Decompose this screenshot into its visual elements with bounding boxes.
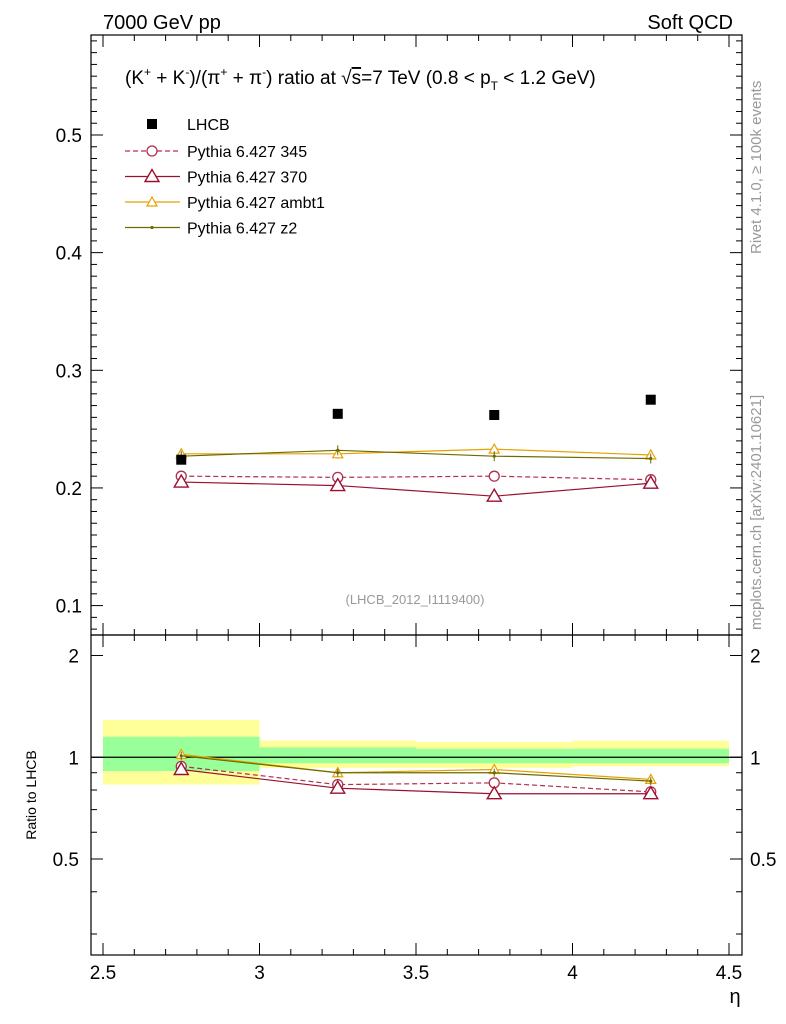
point-pythia-6-427-z2: [336, 448, 340, 452]
title-sub-t: T: [491, 79, 499, 93]
ratio-band-stat: [259, 747, 416, 764]
point-lhcb: [176, 454, 187, 465]
ratio-point-pythia-6-427-z2: [179, 754, 183, 758]
legend-label-pythia-6-427-z2: Pythia 6.427 z2: [187, 221, 297, 238]
title-sup-3: +: [220, 65, 227, 79]
ratio-line-pythia-6-427-ambt1: [181, 753, 651, 781]
rivet-label: Rivet 4.1.0, ≥ 100k events: [748, 81, 765, 254]
title-part-mid: )/(π: [189, 68, 220, 89]
axis-ticks: 2.5 3 3.5 4 4.5 0.1 0.2 0.3 0.4 0.5 0.5 0.5 1 1 2 2: [53, 35, 776, 984]
title-part-tail: < 1.2 GeV): [498, 68, 596, 89]
ratio-y-axis-label: Ratio to LHCB: [23, 750, 39, 839]
title-s: s: [352, 68, 362, 89]
ratio-line-pythia-6-427-345: [181, 765, 651, 793]
ratio-line-pythia-6-427-z2: [181, 755, 651, 782]
legend-marker-pythia-6-427-ambt1: [145, 195, 159, 207]
header-right: Soft QCD: [647, 12, 733, 34]
x-tick-label: 4.5: [716, 963, 742, 984]
legend: LHCB Pythia 6.427 345 Pythia 6.427 370 Pyth…: [125, 117, 325, 238]
point-lhcb: [645, 394, 656, 405]
ratio-y-tick-label: 0.5: [53, 850, 79, 871]
y-tick-label: 0.5: [56, 126, 82, 147]
x-tick-label: 2.5: [90, 963, 116, 984]
header-left: 7000 GeV pp: [103, 12, 221, 34]
title-part-after: ) ratio at: [266, 68, 341, 89]
y-tick-label: 0.3: [56, 361, 82, 382]
legend-label-pythia-6-427-345: Pythia 6.427 345: [187, 144, 307, 161]
y-tick-label: 0.4: [56, 244, 83, 265]
title-part-plus2: + π: [227, 68, 262, 89]
ratio-point-pythia-6-427-z2: [492, 771, 496, 775]
ratio-point-pythia-6-427-370: [329, 779, 346, 794]
ratio-point-pythia-6-427-370: [486, 785, 503, 800]
ratio-y-tick-label-right: 1: [750, 748, 761, 769]
point-lhcb: [332, 408, 343, 419]
ratio-y-tick-label-right: 0.5: [750, 850, 776, 871]
title-part-energy: =7 TeV (0.8 < p: [361, 68, 491, 89]
main-series: [173, 394, 659, 502]
y-tick-label: 0.1: [56, 597, 82, 618]
point-pythia-6-427-370: [173, 473, 190, 488]
ratio-point-pythia-6-427-z2: [336, 771, 340, 775]
ratio-point-pythia-6-427-z2: [649, 779, 653, 783]
point-pythia-6-427-z2: [492, 454, 496, 458]
legend-marker-lhcb: [147, 119, 157, 129]
legend-label-lhcb: LHCB: [187, 117, 230, 134]
title-sup-2: -: [185, 65, 189, 79]
title-part-lead: (K: [125, 68, 144, 89]
x-tick-label: 3.5: [403, 963, 429, 984]
ratio-y-tick-label: 2: [68, 647, 79, 668]
series-line-pythia-6-427-370: [181, 481, 651, 497]
ratio-point-pythia-6-427-370: [642, 785, 659, 800]
ratio-panel-frame: [90, 634, 743, 956]
legend-marker-pythia-6-427-345: [146, 145, 158, 157]
ratio-line-pythia-6-427-370: [181, 768, 651, 795]
title-sup-1: +: [144, 65, 151, 79]
series-line-pythia-6-427-z2: [181, 449, 651, 460]
legend-marker-pythia-6-427-370: [143, 168, 161, 183]
ratio-band-stat: [572, 748, 729, 764]
ratio-y-tick-label: 1: [68, 748, 79, 769]
point-pythia-6-427-345: [488, 470, 500, 482]
point-lhcb: [489, 410, 500, 420]
title-sup-4: -: [262, 65, 266, 79]
ratio-series: [173, 748, 659, 800]
y-tick-label: 0.2: [56, 479, 82, 500]
plot-title: (K+ + K-)/(π+ + π-) ratio at √s=7 TeV (0…: [125, 65, 596, 93]
x-tick-label: 4: [567, 963, 578, 984]
point-pythia-6-427-z2: [649, 456, 653, 461]
legend-label-pythia-6-427-ambt1: Pythia 6.427 ambt1: [187, 195, 325, 212]
ratio-band-stat: [416, 748, 573, 764]
ratio-y-tick-label-right: 2: [750, 647, 761, 668]
ratio-point-pythia-6-427-370: [173, 761, 190, 776]
mcplots-label: mcplots.cern.ch [arXiv:2401.10621]: [748, 395, 765, 630]
analysis-id: (LHCB_2012_I1119400): [345, 592, 484, 607]
point-pythia-6-427-370: [642, 474, 659, 489]
series-line-pythia-6-427-345: [181, 475, 651, 481]
title-sqrt: √: [341, 68, 352, 89]
ratio-bands: [103, 719, 729, 785]
point-pythia-6-427-370: [486, 487, 503, 502]
x-tick-label: 3: [254, 963, 265, 984]
legend-label-pythia-6-427-370: Pythia 6.427 370: [187, 170, 307, 187]
point-pythia-6-427-370: [329, 477, 346, 492]
title-part-plus1: + K: [151, 68, 186, 89]
x-axis-label: η: [729, 986, 740, 1008]
legend-marker-pythia-6-427-z2: [150, 225, 154, 230]
